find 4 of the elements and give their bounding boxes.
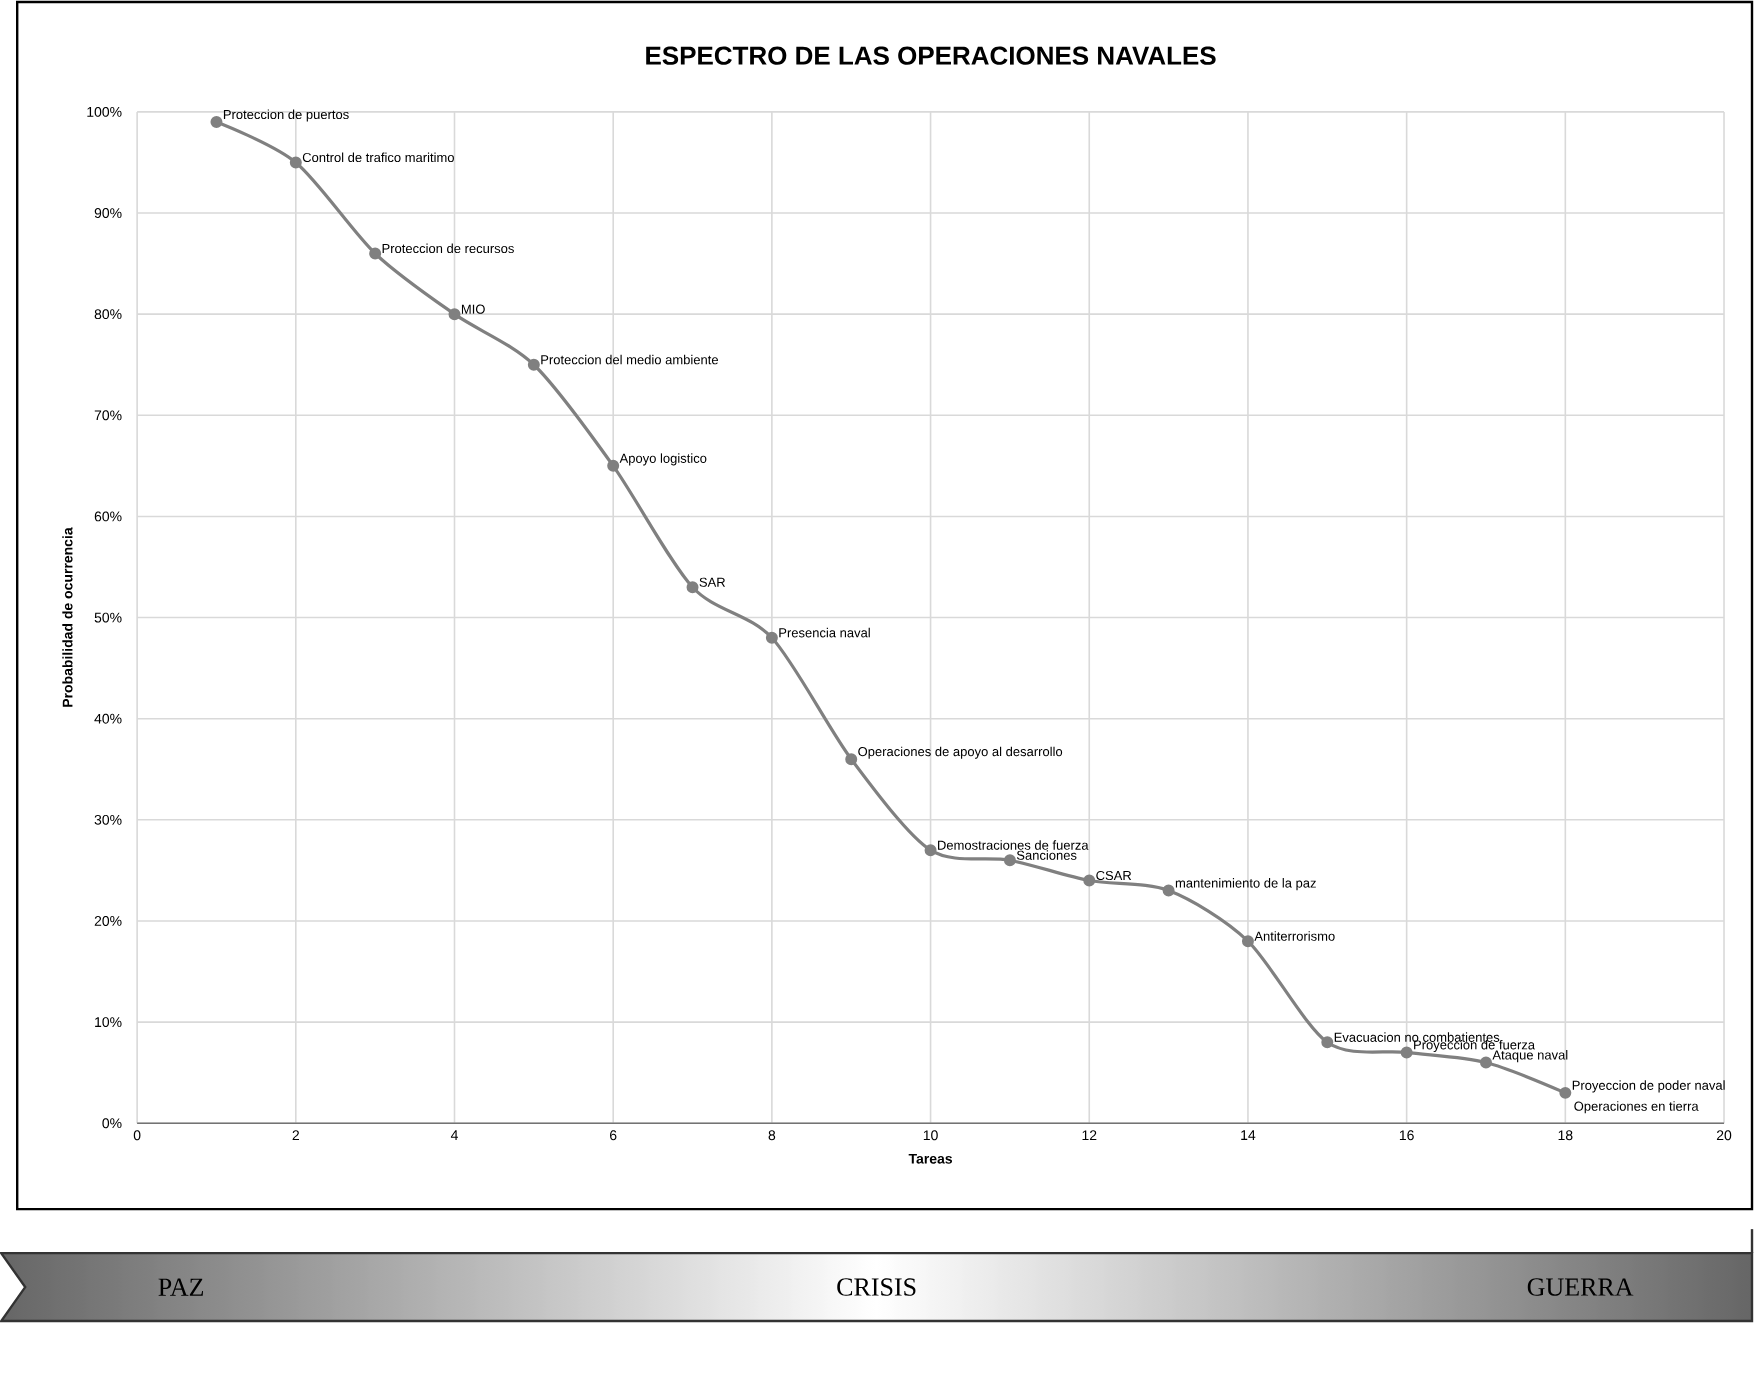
chart-title: ESPECTRO DE LAS OPERACIONES NAVALES — [646, 46, 1216, 66]
text: GUERRA — [1527, 1278, 1634, 1297]
text: CRISIS — [837, 1278, 916, 1297]
text: PAZ — [158, 1278, 204, 1297]
